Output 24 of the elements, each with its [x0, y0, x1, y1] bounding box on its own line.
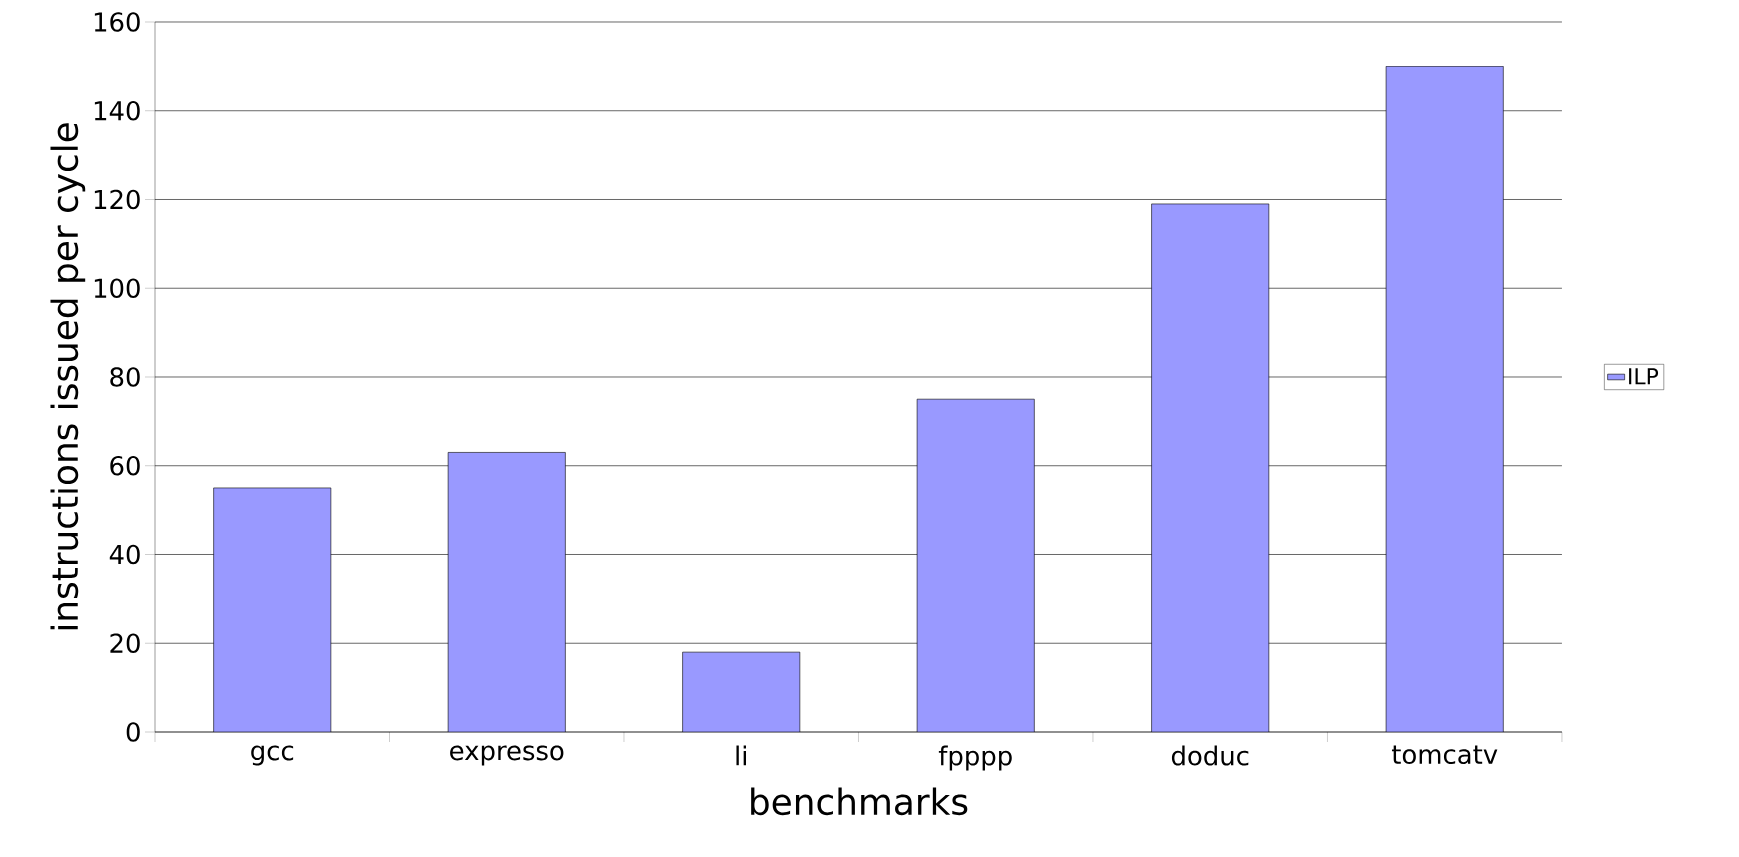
y-tick-label: 40 [109, 544, 140, 565]
y-tick-label: 120 [94, 189, 140, 210]
bar [447, 452, 566, 732]
bar [1385, 66, 1504, 732]
x-tick-label: gcc [251, 745, 294, 766]
x-axis-title: benchmarks [751, 787, 968, 816]
bar [916, 398, 1035, 732]
y-tick-label: 80 [110, 367, 140, 387]
bar [1151, 203, 1270, 732]
bar [213, 487, 332, 732]
y-tick-label: 0 [126, 722, 140, 742]
x-tick-label: doduc [1171, 745, 1249, 766]
x-tick-label: expresso [450, 745, 564, 766]
x-tick-label: fpppp [938, 745, 1012, 771]
bar [682, 651, 801, 732]
y-tick-label: 20 [110, 633, 140, 654]
legend-label: ILP [1629, 368, 1659, 385]
y-tick-label: 140 [94, 100, 140, 121]
y-tick-label: 100 [94, 278, 140, 299]
x-tick-label: tomcatv [1391, 745, 1498, 765]
y-axis-title: instructions issued per cycle [50, 123, 86, 630]
x-tick-label: li [736, 745, 746, 766]
y-tick-label: 160 [94, 12, 140, 32]
y-tick-label: 60 [110, 455, 140, 476]
